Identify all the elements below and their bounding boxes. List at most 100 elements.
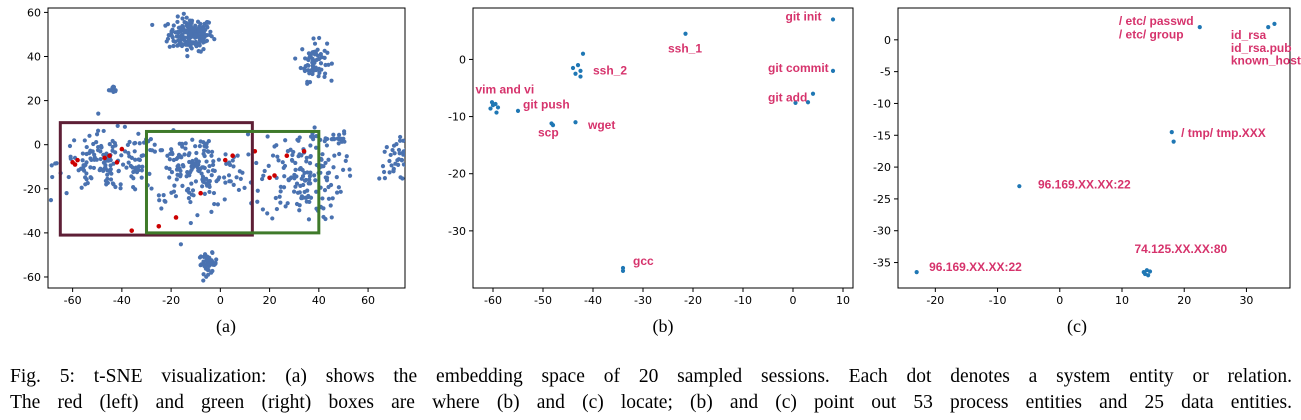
embedding-point <box>205 267 210 272</box>
embedding-point <box>202 191 207 196</box>
highlight-point <box>114 160 120 165</box>
embedding-point <box>106 88 112 93</box>
x-tick-label: 0 <box>217 294 224 307</box>
embedding-point <box>163 23 168 28</box>
point-annotation: known_hosts <box>1231 54 1301 68</box>
embedding-point <box>115 123 120 129</box>
embedding-point <box>186 186 191 192</box>
embedding-point <box>278 200 283 205</box>
entity-point <box>1171 139 1176 144</box>
embedding-point <box>210 162 216 167</box>
embedding-point <box>182 30 187 35</box>
embedding-point <box>303 195 308 200</box>
point-annotation: ssh_1 <box>668 42 702 56</box>
embedding-point <box>332 153 337 158</box>
entity-point <box>570 65 576 71</box>
embedding-point <box>322 71 328 76</box>
embedding-point <box>196 159 201 164</box>
embedding-point <box>329 61 334 66</box>
embedding-point <box>405 150 409 154</box>
point-annotation: id_rsa.pub <box>1231 41 1292 55</box>
embedding-point <box>326 184 331 190</box>
embedding-point <box>200 184 205 189</box>
embedding-point <box>291 189 297 194</box>
embedding-point <box>171 43 176 49</box>
embedding-point <box>167 175 172 180</box>
entity-point <box>805 100 811 105</box>
embedding-point <box>206 138 211 144</box>
highlight-point <box>107 153 112 159</box>
embedding-point <box>293 56 298 61</box>
embedding-point <box>211 159 216 164</box>
embedding-point <box>322 48 327 53</box>
embedding-point <box>211 190 217 196</box>
embedding-point <box>161 192 166 198</box>
entity-point <box>1017 184 1022 189</box>
embedding-point <box>283 138 288 143</box>
embedding-point <box>67 143 73 149</box>
embedding-point <box>105 172 110 177</box>
embedding-point <box>322 55 327 60</box>
embedding-point <box>317 70 322 76</box>
embedding-point <box>213 260 218 266</box>
entity-point <box>578 68 583 73</box>
x-tick-label: 0 <box>1056 294 1063 307</box>
embedding-point <box>306 57 311 63</box>
embedding-point <box>88 148 93 153</box>
embedding-point <box>207 32 212 37</box>
embedding-point <box>289 175 294 180</box>
embedding-point <box>323 62 328 68</box>
embedding-point <box>127 139 132 145</box>
y-tick-label: 60 <box>27 6 41 19</box>
embedding-point <box>312 41 318 46</box>
embedding-point <box>184 15 189 20</box>
embedding-point <box>189 181 194 186</box>
embedding-point <box>110 144 115 150</box>
embedding-point <box>175 19 180 25</box>
embedding-point <box>190 137 195 142</box>
embedding-point <box>384 145 389 150</box>
entity-point <box>1266 24 1271 30</box>
entity-point <box>573 120 578 125</box>
embedding-point <box>83 162 88 168</box>
embedding-point <box>234 175 239 180</box>
embedding-point <box>113 88 118 93</box>
embedding-point <box>181 11 186 16</box>
green-box <box>144 129 321 235</box>
embedding-point <box>188 199 193 205</box>
embedding-point <box>178 172 183 177</box>
x-tick-label: 10 <box>1115 294 1129 307</box>
point-annotation: 96.169.XX.XX:22 <box>929 260 1022 274</box>
point-annotation: 74.125.XX.XX:80 <box>1134 242 1227 256</box>
embedding-point <box>312 49 317 54</box>
embedding-point <box>238 176 243 182</box>
embedding-point <box>107 169 113 174</box>
embedding-point <box>109 87 115 92</box>
embedding-point <box>305 63 310 68</box>
embedding-point <box>101 128 106 134</box>
embedding-point <box>176 42 181 48</box>
embedding-point <box>328 203 333 208</box>
embedding-point <box>204 24 210 29</box>
embedding-point <box>209 153 214 158</box>
caption-line-1: Fig. 5: t-SNE visualization: (a) shows t… <box>10 366 1292 387</box>
embedding-point <box>53 161 58 166</box>
embedding-point <box>198 166 203 172</box>
embedding-point <box>306 68 311 73</box>
entity-point <box>1147 269 1153 274</box>
embedding-point <box>270 216 275 221</box>
embedding-point <box>120 162 126 167</box>
red-box <box>58 121 254 237</box>
entity-point <box>580 51 586 56</box>
y-tick-label: -30 <box>873 225 891 238</box>
embedding-point <box>301 182 306 188</box>
embedding-point <box>169 33 174 38</box>
x-tick-label: 20 <box>1177 294 1191 307</box>
embedding-point <box>278 189 283 194</box>
entity-point <box>830 17 836 22</box>
embedding-point <box>306 51 312 56</box>
embedding-point <box>300 174 306 179</box>
embedding-point <box>296 154 301 159</box>
embedding-point <box>167 157 172 162</box>
embedding-point <box>132 141 137 146</box>
